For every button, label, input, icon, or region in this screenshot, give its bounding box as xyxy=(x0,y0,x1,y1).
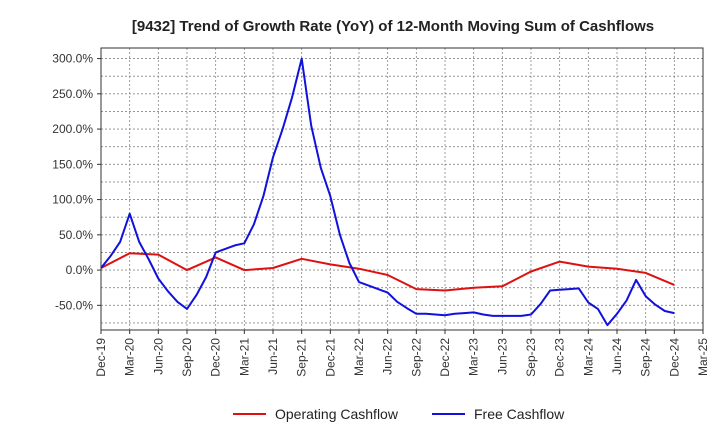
y-tick-label: -50.0% xyxy=(55,298,93,312)
x-tick-label: Sep-24 xyxy=(639,338,653,377)
x-tick-label: Jun-21 xyxy=(266,338,280,375)
chart-title: [9432] Trend of Growth Rate (YoY) of 12-… xyxy=(132,18,654,35)
x-tick-label: Mar-25 xyxy=(696,338,710,376)
x-tick-label: Mar-20 xyxy=(123,338,137,376)
operating-cashflow-line xyxy=(100,252,675,292)
x-tick-label: Mar-23 xyxy=(467,338,481,376)
x-tick-label: Dec-20 xyxy=(209,338,223,377)
y-tick-label: 100.0% xyxy=(52,193,93,207)
y-tick-label: 0.0% xyxy=(66,263,94,277)
grid xyxy=(100,48,704,330)
x-tick-label: Sep-22 xyxy=(409,338,423,377)
x-tick-label: Dec-22 xyxy=(438,338,452,377)
x-axis-ticks: Dec-19 Mar-20 Jun-20 Sep-20 Dec-20 Mar-21 Jun-… xyxy=(94,330,710,377)
x-tick-label: Sep-23 xyxy=(524,338,538,377)
series-lines xyxy=(100,57,675,327)
x-tick-label: Dec-23 xyxy=(553,338,567,377)
y-tick-label: 300.0% xyxy=(52,52,93,66)
x-tick-label: Dec-19 xyxy=(94,338,108,377)
free-cashflow-line xyxy=(100,57,675,327)
x-tick-label: Jun-23 xyxy=(495,338,509,375)
y-axis-ticks: 300.0% 250.0% 200.0% 150.0% 100.0% 50.0% 0.0% -… xyxy=(52,52,101,312)
x-tick-label: Mar-21 xyxy=(237,338,251,376)
x-tick-label: Jun-24 xyxy=(610,338,624,375)
plot-area-border xyxy=(100,47,704,331)
x-tick-label: Sep-20 xyxy=(180,338,194,377)
legend-label-operating-cashflow: Operating Cashflow xyxy=(275,406,399,422)
x-tick-label: Jun-22 xyxy=(381,338,395,375)
y-tick-label: 250.0% xyxy=(52,87,93,101)
x-tick-label: Dec-24 xyxy=(667,338,681,377)
x-tick-label: Jun-20 xyxy=(151,338,165,375)
legend-label-free-cashflow: Free Cashflow xyxy=(474,406,565,422)
y-tick-label: 50.0% xyxy=(59,228,93,242)
y-tick-label: 150.0% xyxy=(52,157,93,171)
x-tick-label: Mar-24 xyxy=(581,338,595,376)
legend: Operating Cashflow Free Cashflow xyxy=(233,406,565,422)
x-tick-label: Mar-22 xyxy=(352,338,366,376)
x-tick-label: Dec-21 xyxy=(323,338,337,377)
y-tick-label: 200.0% xyxy=(52,122,93,136)
x-tick-label: Sep-21 xyxy=(295,338,309,377)
